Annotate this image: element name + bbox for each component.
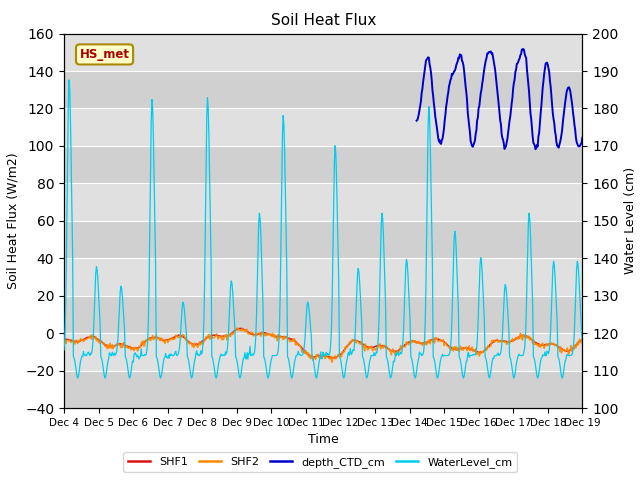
Line: WaterLevel_cm: WaterLevel_cm	[64, 80, 582, 378]
WaterLevel_cm	[74, 375, 81, 381]
Line: SHF2: SHF2	[64, 328, 582, 362]
Text: HS_met: HS_met	[79, 48, 129, 61]
SHF1	[403, 341, 410, 347]
depth_CTD_cm	[579, 135, 586, 141]
SHF2	[579, 336, 586, 342]
Bar	[64, 71, 582, 108]
SHF1	[175, 333, 183, 338]
Y-axis label: Water Level (cm): Water Level (cm)	[624, 167, 637, 275]
Bar	[64, 34, 582, 71]
SHF1	[203, 335, 211, 341]
SHF2	[233, 325, 241, 331]
WaterLevel_cm	[70, 355, 78, 361]
WaterLevel_cm	[387, 373, 395, 379]
SHF2	[403, 339, 410, 345]
SHF1	[387, 348, 395, 354]
Title: Soil Heat Flux: Soil Heat Flux	[271, 13, 376, 28]
WaterLevel_cm	[204, 105, 212, 111]
SHF2	[203, 336, 211, 341]
Bar	[64, 371, 582, 408]
SHF2	[123, 343, 131, 348]
Bar	[64, 108, 582, 146]
Line: SHF1: SHF1	[64, 328, 582, 358]
SHF1	[70, 338, 77, 344]
SHF1	[123, 343, 131, 349]
Line: depth_CTD_cm: depth_CTD_cm	[417, 49, 582, 149]
WaterLevel_cm	[65, 77, 73, 83]
SHF1	[328, 355, 336, 361]
SHF2	[175, 333, 183, 339]
WaterLevel_cm	[124, 369, 132, 374]
Bar	[64, 296, 582, 333]
WaterLevel_cm	[579, 340, 586, 346]
Bar	[64, 333, 582, 371]
Bar	[64, 146, 582, 183]
SHF2	[387, 352, 395, 358]
SHF1	[237, 325, 245, 331]
SHF1	[60, 337, 68, 343]
Bar	[64, 258, 582, 296]
WaterLevel_cm	[60, 347, 68, 353]
WaterLevel_cm	[403, 257, 410, 263]
Y-axis label: Soil Heat Flux (W/m2): Soil Heat Flux (W/m2)	[6, 153, 20, 289]
SHF2	[70, 338, 77, 344]
Bar	[64, 221, 582, 258]
X-axis label: Time: Time	[308, 433, 339, 446]
SHF2	[328, 360, 336, 365]
SHF2	[60, 335, 68, 340]
Legend: SHF1, SHF2, depth_CTD_cm, WaterLevel_cm: SHF1, SHF2, depth_CTD_cm, WaterLevel_cm	[124, 452, 516, 472]
SHF1	[579, 337, 586, 343]
Bar	[64, 183, 582, 221]
WaterLevel_cm	[177, 327, 185, 333]
